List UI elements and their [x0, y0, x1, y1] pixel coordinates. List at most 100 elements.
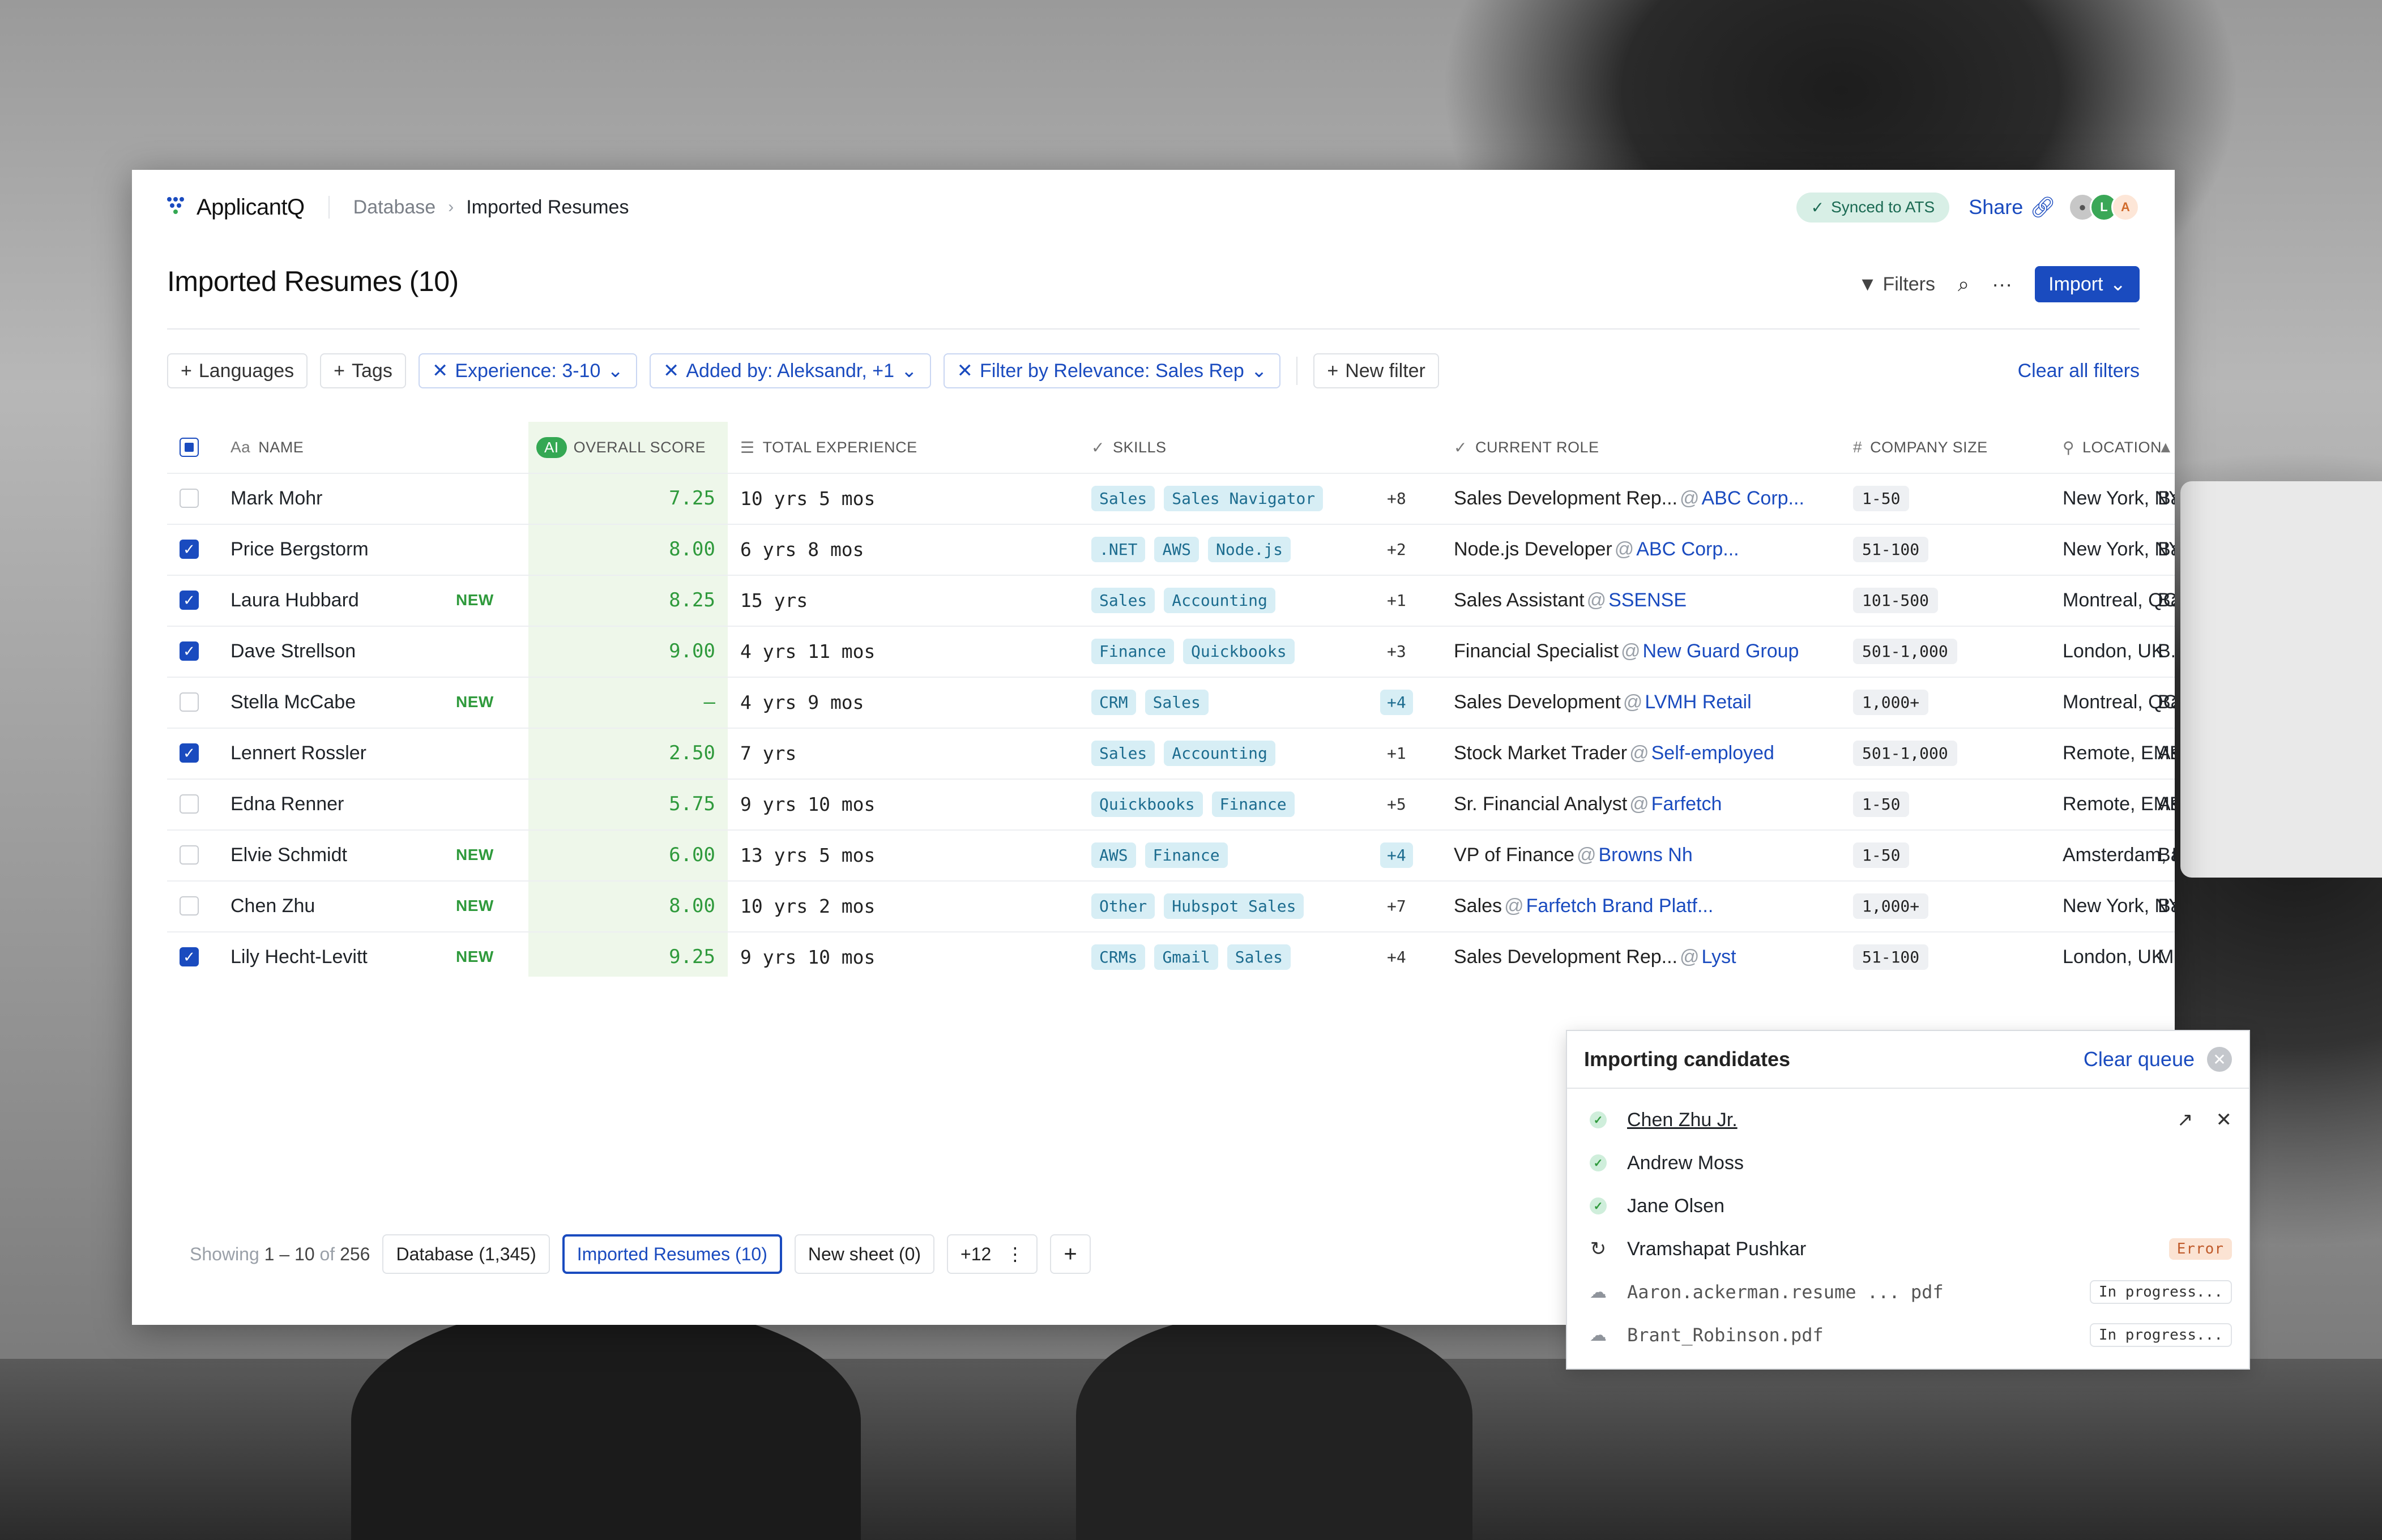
open-external-icon[interactable]: ↗	[2177, 1109, 2193, 1131]
retry-icon[interactable]: ↻	[1590, 1238, 1607, 1260]
more-skills-count[interactable]: +4	[1387, 947, 1406, 966]
skill-tag[interactable]: Finance	[1091, 638, 1175, 664]
column-header-location[interactable]: LOCATION	[2082, 438, 2162, 456]
skill-tag[interactable]: Sales Navigator	[1164, 485, 1324, 511]
candidate-name[interactable]: Edna Renner	[230, 793, 344, 815]
row-checkbox[interactable]: ✓	[180, 743, 199, 763]
add-languages-filter[interactable]: + Languages	[167, 353, 308, 388]
skill-tag[interactable]: Sales	[1091, 587, 1155, 613]
collaborator-avatars[interactable]: ● L A	[2068, 193, 2140, 221]
more-sheets-button[interactable]: +12 ⋮	[947, 1234, 1038, 1274]
clear-all-filters-link[interactable]: Clear all filters	[2017, 360, 2140, 382]
skill-tag[interactable]: Sales	[1145, 689, 1209, 715]
skill-tag[interactable]: Gmail	[1154, 944, 1218, 970]
skill-tag[interactable]: Accounting	[1164, 587, 1275, 613]
candidate-name[interactable]: Dave Strellson	[230, 640, 356, 662]
table-row[interactable]: ✓ Laura Hubbard NEW 8.25 15 yrs Sales Acc…	[167, 575, 2175, 627]
company-link[interactable]: ABC Corp...	[1701, 487, 1804, 509]
skill-tag[interactable]: CRM	[1091, 689, 1136, 715]
candidate-name[interactable]: Elvie Schmidt	[230, 844, 347, 866]
candidate-name[interactable]: Mark Mohr	[230, 487, 323, 509]
row-checkbox[interactable]	[180, 896, 199, 916]
skill-tag[interactable]: Sales	[1091, 740, 1155, 766]
search-icon[interactable]: ⌕	[1958, 272, 1970, 296]
queue-item[interactable]: ✓ Andrew Moss	[1590, 1146, 2232, 1180]
queue-item[interactable]: ✓ Chen Zhu Jr. ↗ ✕	[1590, 1103, 2232, 1137]
app-logo[interactable]: ApplicantQ	[167, 195, 305, 220]
close-icon[interactable]: ✕	[2207, 1047, 2232, 1072]
skill-tag[interactable]: Accounting	[1164, 740, 1275, 766]
add-tags-filter[interactable]: + Tags	[320, 353, 406, 388]
row-checkbox[interactable]: ✓	[180, 540, 199, 559]
company-link[interactable]: ABC Corp...	[1636, 538, 1739, 560]
more-skills-count[interactable]: +4	[1380, 689, 1413, 715]
table-row[interactable]: Elvie Schmidt NEW 6.00 13 yrs 5 mos AWS F…	[167, 829, 2175, 882]
queue-item[interactable]: ☁ Brant_Robinson.pdf In progress...	[1590, 1318, 2232, 1352]
column-header-experience[interactable]: TOTAL EXPERIENCE	[762, 438, 917, 456]
breadcrumb-root[interactable]: Database	[353, 196, 436, 218]
more-skills-count[interactable]: +1	[1387, 743, 1406, 763]
sheet-tab-new-sheet[interactable]: New sheet (0)	[794, 1234, 935, 1274]
add-sheet-button[interactable]: +	[1050, 1234, 1091, 1274]
table-row[interactable]: ✓ Lennert Rossler 2.50 7 yrs Sales Accoun…	[167, 728, 2175, 780]
row-checkbox[interactable]	[180, 794, 199, 814]
queue-item-name[interactable]: Chen Zhu Jr.	[1627, 1109, 1738, 1131]
more-options-icon[interactable]: ···	[1992, 272, 2013, 296]
candidate-name[interactable]: Lennert Rossler	[230, 742, 367, 764]
row-checkbox[interactable]	[180, 692, 199, 712]
skill-tag[interactable]: Finance	[1211, 791, 1295, 817]
column-header-name[interactable]: NAME	[258, 438, 304, 456]
column-header-company-size[interactable]: COMPANY SIZE	[1870, 438, 1988, 456]
import-button[interactable]: Import ⌄	[2035, 266, 2140, 302]
row-checkbox[interactable]	[180, 489, 199, 508]
company-link[interactable]: SSENSE	[1608, 589, 1687, 611]
table-row[interactable]: ✓ Lily Hecht-Levitt NEW 9.25 9 yrs 10 mo…	[167, 931, 2175, 977]
queue-item[interactable]: ↻ Vramshapat Pushkar Error	[1590, 1232, 2232, 1266]
candidate-name[interactable]: Chen Zhu	[230, 895, 315, 917]
more-skills-count[interactable]: +1	[1387, 591, 1406, 610]
skill-tag[interactable]: Sales	[1227, 944, 1291, 970]
row-checkbox[interactable]: ✓	[180, 947, 199, 966]
sync-status-badge[interactable]: ✓ Synced to ATS	[1796, 192, 1950, 223]
more-skills-count[interactable]: +2	[1387, 540, 1406, 559]
more-skills-count[interactable]: +5	[1387, 794, 1406, 814]
experience-filter-chip[interactable]: ✕ Experience: 3-10 ⌄	[418, 353, 637, 388]
row-checkbox[interactable]: ✓	[180, 641, 199, 661]
remove-icon[interactable]: ✕	[432, 360, 449, 382]
select-all-checkbox[interactable]	[180, 438, 199, 457]
table-row[interactable]: Chen Zhu NEW 8.00 10 yrs 2 mos Other Hubs…	[167, 880, 2175, 932]
added-by-filter-chip[interactable]: ✕ Added by: Aleksandr, +1 ⌄	[649, 353, 931, 388]
candidate-name[interactable]: Laura Hubbard	[230, 589, 359, 611]
candidate-name[interactable]: Stella McCabe	[230, 691, 356, 713]
more-skills-count[interactable]: +7	[1387, 896, 1406, 916]
column-header-skills[interactable]: SKILLS	[1112, 438, 1167, 456]
sheet-tab-database[interactable]: Database (1,345)	[382, 1234, 550, 1274]
more-skills-count[interactable]: +4	[1380, 842, 1413, 868]
new-filter-button[interactable]: + New filter	[1313, 353, 1439, 388]
remove-icon[interactable]: ✕	[663, 360, 680, 382]
company-link[interactable]: LVMH Retail	[1645, 691, 1752, 713]
remove-icon[interactable]: ✕	[957, 360, 974, 382]
relevance-filter-chip[interactable]: ✕ Filter by Relevance: Sales Rep ⌄	[943, 353, 1281, 388]
company-link[interactable]: New Guard Group	[1642, 640, 1799, 662]
skill-tag[interactable]: AWS	[1154, 536, 1199, 562]
skill-tag[interactable]: Node.js	[1208, 536, 1291, 562]
queue-item[interactable]: ☁ Aaron.ackerman.resume ... pdf In progres…	[1590, 1275, 2232, 1309]
company-link[interactable]: Browns Nh	[1598, 844, 1693, 866]
sheet-tab-imported-resumes[interactable]: Imported Resumes (10)	[562, 1234, 782, 1274]
column-header-role[interactable]: CURRENT ROLE	[1475, 438, 1599, 456]
row-checkbox[interactable]	[180, 845, 199, 865]
skill-tag[interactable]: Sales	[1091, 485, 1155, 511]
column-header-score[interactable]: OVERALL SCORE	[573, 438, 706, 456]
skill-tag[interactable]: CRMs	[1091, 944, 1146, 970]
row-checkbox[interactable]: ✓	[180, 591, 199, 610]
company-link[interactable]: Farfetch	[1651, 793, 1722, 815]
candidate-name[interactable]: Price Bergstorm	[230, 538, 369, 560]
table-row[interactable]: Edna Renner 5.75 9 yrs 10 mos Quickbooks…	[167, 778, 2175, 831]
skill-tag[interactable]: .NET	[1091, 536, 1146, 562]
skill-tag[interactable]: Quickbooks	[1091, 791, 1203, 817]
close-icon[interactable]: ✕	[2215, 1109, 2232, 1131]
company-link[interactable]: Self-employed	[1651, 742, 1774, 764]
company-link[interactable]: Lyst	[1701, 946, 1736, 968]
table-row[interactable]: ✓ Dave Strellson 9.00 4 yrs 11 mos Finan…	[167, 626, 2175, 678]
